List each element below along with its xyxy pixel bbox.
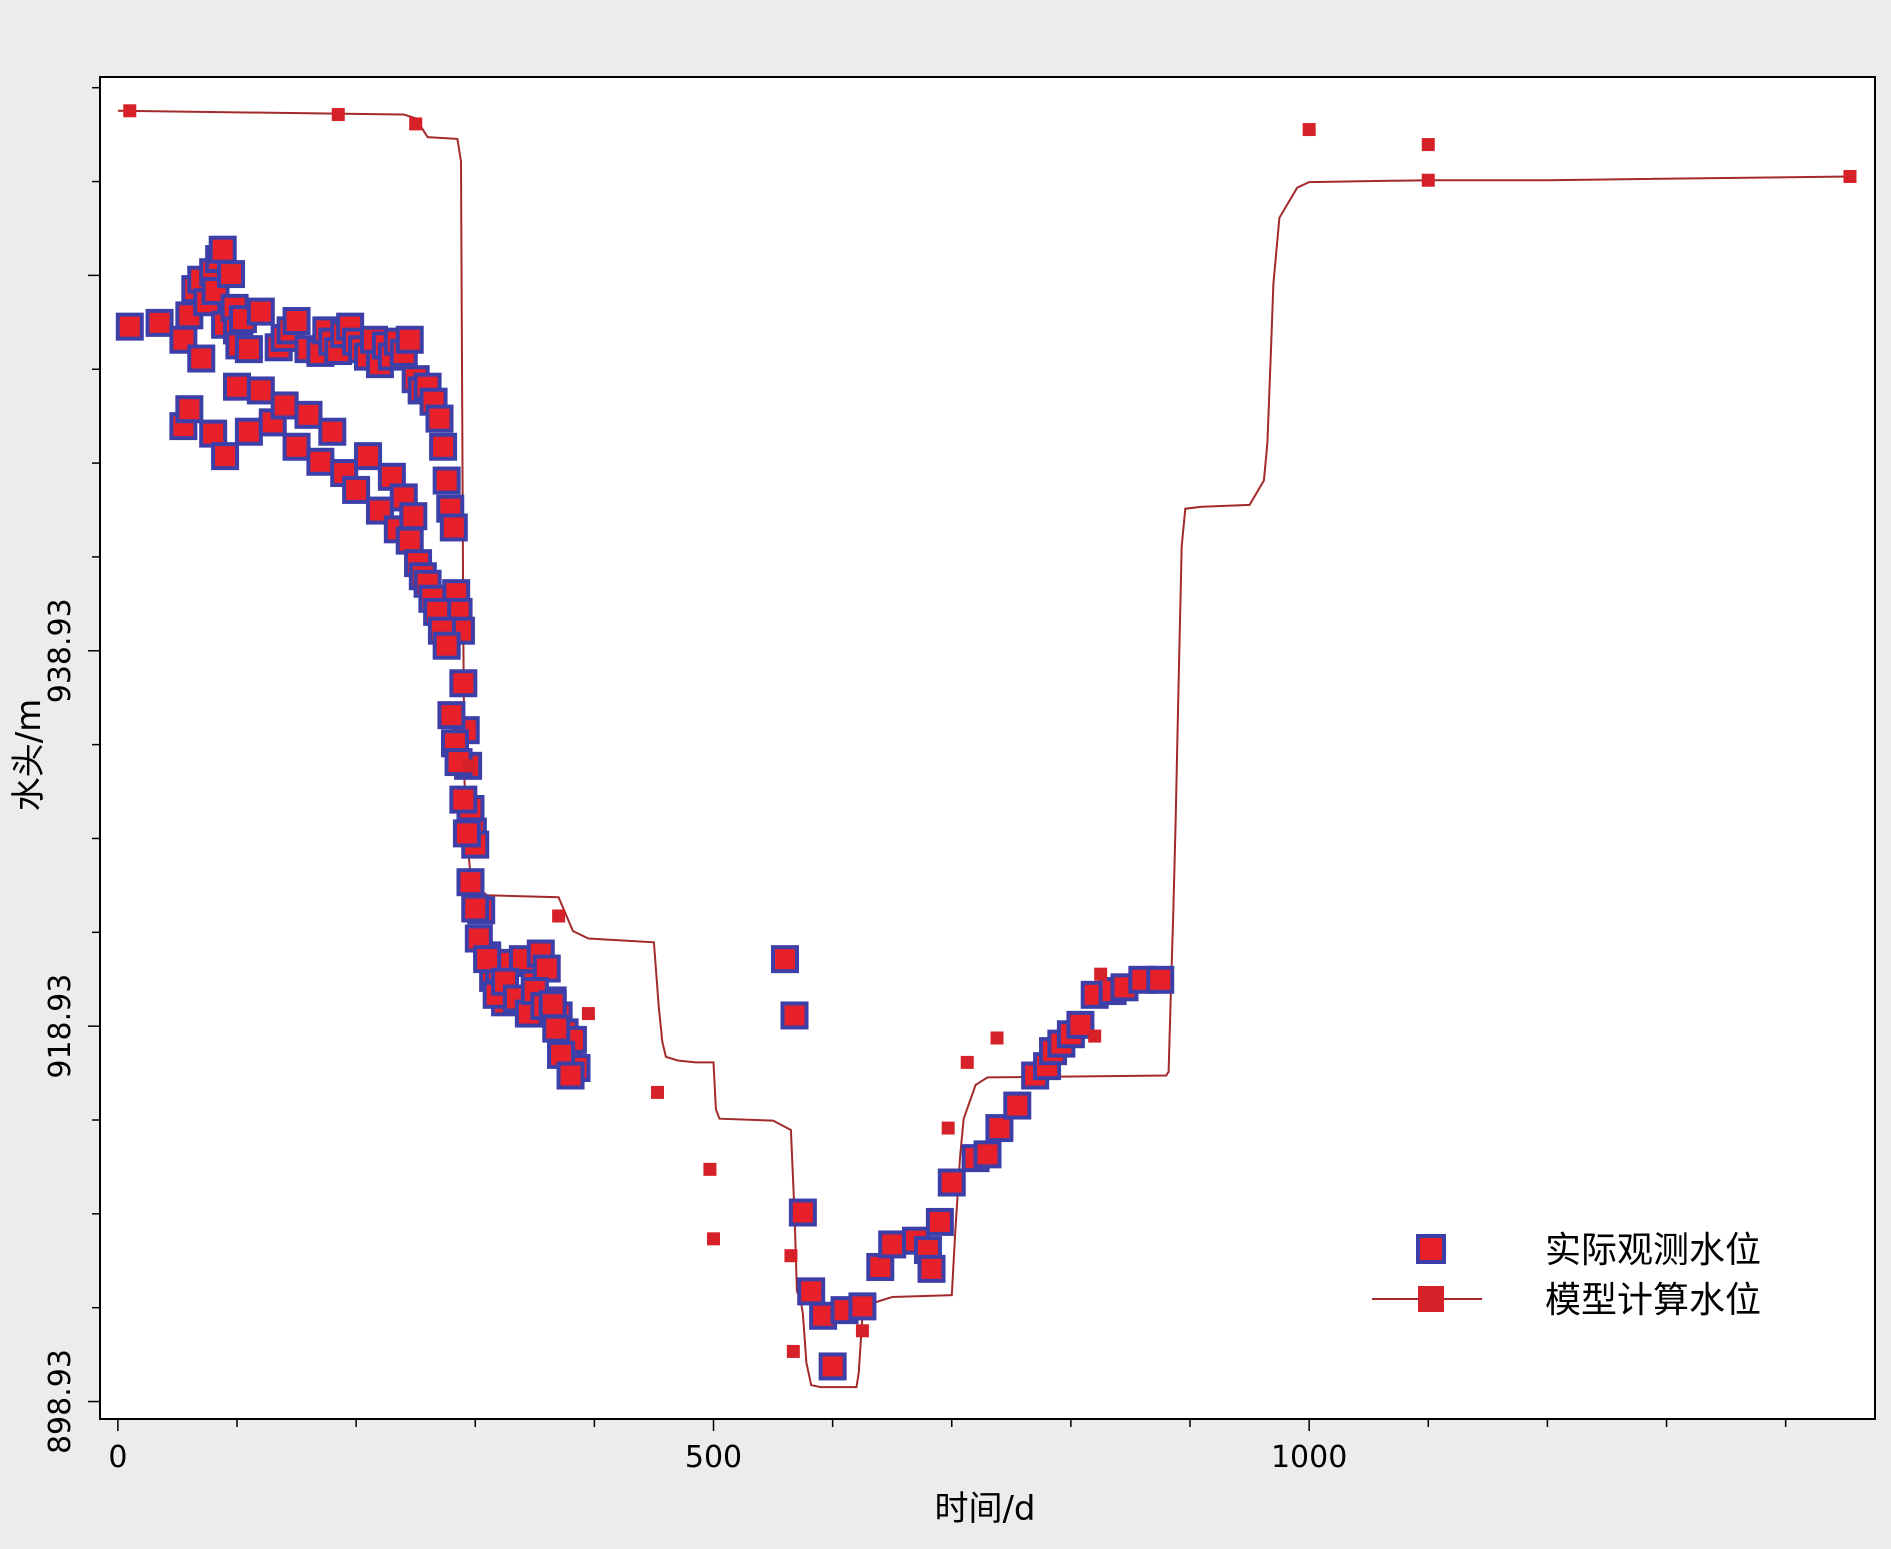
observed-point — [780, 1001, 809, 1030]
observed-point — [246, 297, 275, 326]
x-tick-label: 500 — [685, 1440, 742, 1475]
observed-point — [222, 372, 251, 401]
observed-point — [1146, 965, 1175, 994]
observed-point — [449, 669, 478, 698]
model-marker — [581, 1007, 595, 1021]
observed-point — [473, 945, 502, 974]
observed-point — [282, 432, 311, 461]
observed-point — [115, 312, 144, 341]
observed-point — [395, 526, 424, 555]
observed-point — [208, 235, 237, 264]
observed-point — [461, 894, 490, 923]
model-marker — [990, 1031, 1004, 1045]
legend-model-marker — [1418, 1286, 1444, 1312]
legend-observed-label: 实际观测水位 — [1545, 1230, 1761, 1271]
observed-point — [175, 395, 204, 424]
observed-point — [342, 475, 371, 504]
observed-point — [187, 344, 216, 373]
x-axis-label: 时间/d — [934, 1489, 1035, 1529]
model-markers — [123, 104, 1857, 1358]
model-marker — [784, 1249, 798, 1263]
observed-point — [199, 419, 228, 448]
tick-marks — [88, 86, 1787, 1431]
legend-model-label: 模型计算水位 — [1545, 1280, 1761, 1321]
model-marker — [707, 1232, 721, 1246]
y-axis-label: 水头/m — [9, 699, 49, 812]
observed-point — [354, 442, 383, 471]
observed-point — [395, 325, 424, 354]
observed-point — [429, 432, 458, 461]
observed-point — [318, 417, 347, 446]
model-marker — [123, 104, 137, 118]
observed-point — [399, 502, 428, 531]
observed-point — [234, 417, 263, 446]
model-marker — [1302, 123, 1316, 137]
observed-point — [294, 400, 323, 429]
model-marker — [462, 759, 476, 773]
legend[interactable]: 实际观测水位 模型计算水位 — [1372, 1230, 1761, 1321]
observed-point — [848, 1292, 877, 1321]
y-tick-label: 898.93 — [43, 1349, 78, 1454]
observed-point — [917, 1254, 946, 1283]
x-tick-label: 1000 — [1271, 1440, 1347, 1475]
model-marker — [1843, 169, 1857, 183]
observed-point — [211, 442, 240, 471]
observed-point — [797, 1277, 826, 1306]
observed-point — [542, 1014, 571, 1043]
observed-series — [115, 235, 1175, 1381]
model-marker — [552, 909, 566, 923]
observed-point — [432, 631, 461, 660]
model-marker — [941, 1121, 955, 1135]
x-tick-label: 0 — [108, 1440, 127, 1475]
observed-point — [925, 1207, 954, 1236]
observed-point — [234, 335, 263, 364]
legend-observed-marker — [1416, 1234, 1446, 1264]
observed-point — [437, 701, 466, 730]
observed-point — [818, 1352, 847, 1381]
y-tick-labels: 898.93 918.93 938.93 — [43, 598, 78, 1454]
model-marker — [786, 1344, 800, 1358]
observed-point — [985, 1114, 1014, 1143]
model-marker — [1421, 173, 1435, 187]
observed-point — [1003, 1091, 1032, 1120]
model-marker — [1421, 138, 1435, 152]
observed-point — [217, 260, 246, 289]
observed-point — [878, 1230, 907, 1259]
observed-point — [452, 819, 481, 848]
observed-point — [538, 990, 567, 1019]
observed-point — [770, 945, 799, 974]
observed-point — [145, 308, 174, 337]
observed-point — [788, 1198, 817, 1227]
x-tick-labels: 0 500 1000 — [108, 1440, 1347, 1475]
observed-point — [937, 1168, 966, 1197]
observed-point — [456, 868, 485, 897]
model-marker — [1094, 967, 1108, 981]
model-marker — [409, 117, 423, 131]
observed-point — [532, 954, 561, 983]
y-tick-label: 938.93 — [43, 598, 78, 703]
observed-point — [425, 404, 454, 433]
observed-point — [449, 785, 478, 814]
model-marker — [703, 1162, 717, 1176]
model-marker — [331, 108, 345, 122]
observed-point — [270, 391, 299, 420]
plot-area — [99, 76, 1876, 1420]
model-marker — [960, 1055, 974, 1069]
observed-point — [282, 307, 311, 335]
observed-point — [866, 1252, 895, 1281]
observed-point — [432, 466, 461, 495]
model-marker — [855, 1324, 869, 1338]
observed-point — [246, 376, 275, 405]
observed-point — [439, 513, 468, 542]
model-marker — [1088, 1029, 1102, 1043]
observed-point — [973, 1140, 1002, 1169]
observed-point — [556, 1061, 585, 1090]
model-marker — [651, 1085, 665, 1099]
y-tick-label: 918.93 — [43, 974, 78, 1079]
observed-point — [306, 447, 335, 476]
